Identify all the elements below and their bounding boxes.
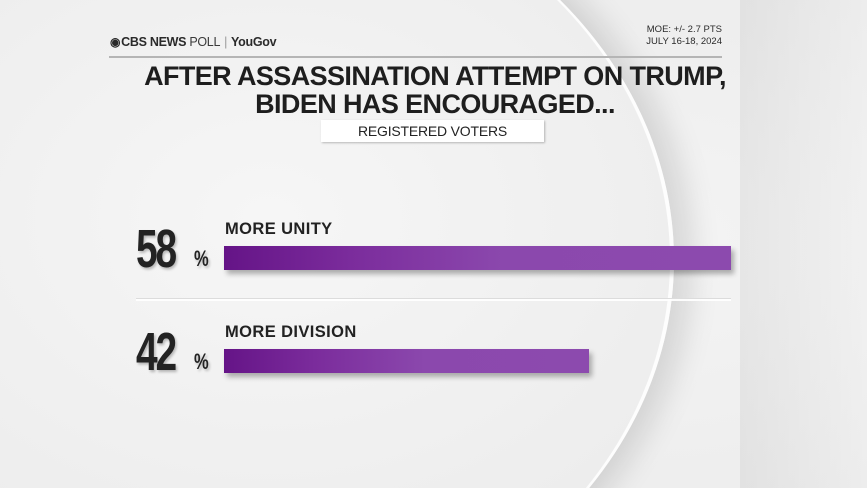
row-label: MORE UNITY bbox=[225, 220, 333, 238]
poll-meta: MOE: +/- 2.7 PTS JULY 16-18, 2024 bbox=[646, 24, 722, 47]
logo-partner: YouGov bbox=[231, 35, 277, 49]
logo-poll: POLL bbox=[189, 35, 221, 49]
row-label: MORE DIVISION bbox=[225, 323, 357, 341]
header: ◉CBS NEWS POLL | YouGov MOE: +/- 2.7 PTS J… bbox=[109, 24, 722, 58]
title-line-1: AFTER ASSASSINATION ATTEMPT ON TRUMP, bbox=[144, 61, 726, 91]
bar-more-unity bbox=[224, 246, 731, 270]
title-line-2: BIDEN HAS ENCOURAGED... bbox=[255, 89, 615, 119]
margin-of-error: MOE: +/- 2.7 PTS bbox=[646, 24, 722, 35]
logo-separator: | bbox=[224, 35, 228, 49]
result-row: 58 % bbox=[0, 222, 867, 282]
cbs-eye-icon: ◉ bbox=[110, 35, 121, 49]
percent-value: 42 % bbox=[136, 322, 209, 385]
percent-number: 42 bbox=[136, 322, 177, 382]
background-arc-inner bbox=[0, 0, 674, 488]
bar-more-division bbox=[224, 349, 589, 373]
result-row: 42 % bbox=[0, 325, 867, 385]
percent-number: 58 bbox=[136, 219, 177, 279]
logo-brand: CBS NEWS bbox=[121, 35, 187, 49]
percent-sign: % bbox=[194, 349, 209, 374]
percent-sign: % bbox=[194, 246, 209, 271]
poll-logo: ◉CBS NEWS POLL | YouGov bbox=[110, 35, 277, 49]
poll-dates: JULY 16-18, 2024 bbox=[646, 35, 722, 47]
row-divider bbox=[136, 298, 731, 301]
chart-title: AFTER ASSASSINATION ATTEMPT ON TRUMP, BI… bbox=[90, 62, 780, 118]
subset-label: REGISTERED VOTERS bbox=[321, 120, 544, 142]
percent-value: 58 % bbox=[136, 219, 209, 282]
background-shade bbox=[740, 0, 867, 488]
